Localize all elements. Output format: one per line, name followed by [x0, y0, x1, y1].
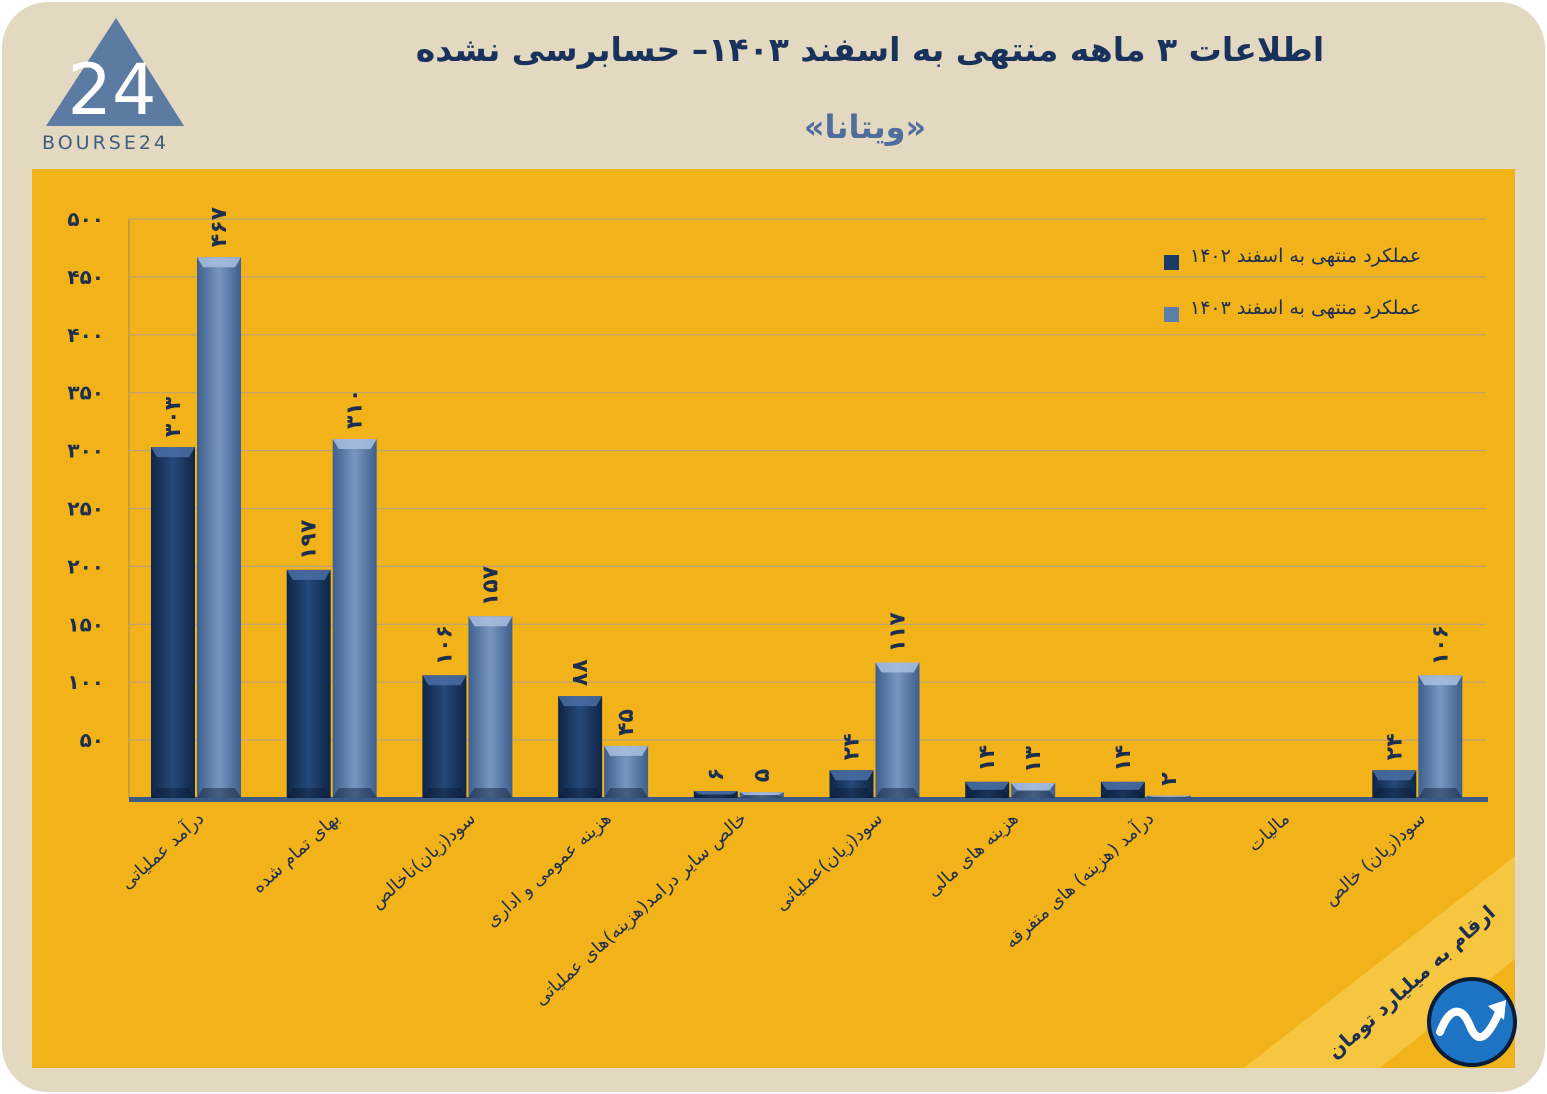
bar-1402-bevel: [558, 696, 603, 707]
bar-1403: [197, 257, 241, 798]
y-tick-label: ۲۵۰: [67, 497, 104, 521]
bar-1403-shadow: [468, 788, 513, 798]
data-label-1403: ۴۵: [614, 709, 639, 736]
bar-1402-shadow: [151, 788, 195, 798]
data-label-1403: ۳۱۰: [343, 389, 368, 429]
bar-1403: [1418, 675, 1463, 798]
data-label-1402: ۶: [704, 768, 729, 781]
bar-1403-shadow: [875, 788, 920, 798]
bar-1403-bevel: [739, 792, 784, 796]
data-label-1402: ۲۴: [1382, 733, 1407, 760]
bar-1403-bevel: [1146, 795, 1191, 797]
bar-1403-shadow: [1011, 790, 1056, 798]
bar-1402-shadow: [693, 794, 738, 798]
bar-1402-shadow: [422, 788, 467, 798]
legend-1403-label: عملکرد منتهی به اسفند ۱۴۰۳: [1190, 297, 1422, 319]
data-label-1402: ۱۹۷: [297, 519, 322, 560]
bar-1402: [286, 569, 331, 798]
bar-1402-bevel: [1100, 781, 1145, 790]
bar-1402: [558, 696, 603, 798]
bar-1403-shadow: [604, 788, 649, 798]
bar-1402-shadow: [558, 788, 603, 798]
legend-1403: عملکرد منتهی به اسفند ۱۴۰۳: [1164, 297, 1422, 322]
logo-mark: 24: [67, 49, 156, 131]
bar-1402-bevel: [286, 569, 331, 580]
bar-1403: [875, 662, 920, 798]
y-tick-label: ۲۰۰: [67, 554, 104, 578]
legend-1402-swatch: [1164, 255, 1179, 270]
data-label-1402: ۱۴: [975, 745, 1000, 772]
data-label-1403: ۱۰۶: [1428, 625, 1453, 665]
bar-1403-bevel: [1418, 675, 1463, 686]
bar-1403: [1146, 795, 1191, 798]
data-label-1402: ۲۴: [840, 733, 865, 760]
bar-1402-bevel: [965, 781, 1010, 790]
data-label-1402: ۱۴: [1111, 745, 1136, 772]
bar-1402-shadow: [829, 788, 874, 798]
y-tick-label: ۵۰۰: [67, 207, 104, 231]
data-label-1403: ۱۱۷: [886, 612, 911, 653]
data-label-1402: ۳۰۳: [161, 396, 186, 437]
logo-text: BOURSE24: [42, 132, 170, 154]
data-label-1402: ۸۸: [568, 659, 593, 686]
bar-1402-bevel: [1372, 770, 1417, 781]
y-tick-label: ۵۰: [80, 728, 104, 752]
bourse24-logo: 24: [46, 18, 184, 131]
y-tick-label: ۴۵۰: [67, 265, 104, 289]
bar-1402: [151, 447, 195, 798]
bar-1403: [332, 439, 377, 798]
legend-1402: عملکرد منتهی به اسفند ۱۴۰۲: [1164, 245, 1422, 270]
bar-1402-bevel: [422, 675, 467, 686]
data-label-1403: ۴۶۷: [207, 206, 232, 247]
bar-1402-shadow: [286, 788, 331, 798]
bar-1402-shadow: [1372, 788, 1417, 798]
bar-1403-bevel: [468, 616, 513, 627]
legend-1403-swatch: [1164, 307, 1179, 322]
bar-1403-shadow: [197, 788, 241, 798]
bar-1403-shadow: [1418, 788, 1463, 798]
y-tick-label: ۳۰۰: [67, 439, 104, 463]
company-name: «ویتانا»: [803, 108, 927, 146]
bar-1402-bevel: [829, 770, 874, 781]
y-tick-label: ۴۰۰: [67, 323, 104, 347]
bar-1403-bevel: [1011, 782, 1056, 791]
bar-1402-bevel: [151, 447, 195, 458]
y-tick-label: ۳۵۰: [67, 381, 104, 405]
bar-1402: [422, 675, 467, 798]
bar-1402-shadow: [965, 789, 1010, 798]
x-axis-baseline: [129, 797, 1488, 802]
data-label-1403: ۲: [1157, 772, 1182, 786]
data-label-1403: ۵: [750, 769, 775, 782]
data-label-1403: ۱۳: [1021, 746, 1046, 773]
corner-stripe: [1244, 856, 1515, 1068]
bar-1402-bevel: [693, 791, 738, 795]
bar-1403-bevel: [875, 662, 920, 673]
bar-1403-shadow: [1146, 796, 1191, 798]
bar-1403-shadow: [739, 795, 784, 798]
bar-1402-shadow: [1100, 789, 1145, 798]
page-title: اطلاعات ۳ ماهه منتهی به اسفند ۱۴۰۳– حساب…: [415, 30, 1325, 69]
chart-panel: ۵۰ ۱۰۰ ۱۵۰ ۲۰۰ ۲۵۰ ۳۰۰ ۳۵۰ ۴۰۰ ۴۵۰ ۵۰۰ ۳۰۳ ۴۶۷ درآمد…: [32, 169, 1515, 1068]
bar-1403-bevel: [197, 257, 241, 268]
bar-1403-bevel: [332, 439, 377, 450]
bar-1403-shadow: [332, 788, 377, 798]
data-label-1402: ۱۰۶: [432, 625, 457, 665]
bar-chart: ۵۰۱۰۰۱۵۰۲۰۰۲۵۰۳۰۰۳۵۰۴۰۰۴۵۰۵۰۰۳۰۳۴۶۷درآمد…: [67, 206, 1488, 1010]
y-tick-label: ۱۰۰: [67, 670, 104, 694]
legend-1402-label: عملکرد منتهی به اسفند ۱۴۰۲: [1190, 245, 1422, 267]
bar-1403-bevel: [604, 745, 649, 756]
data-label-1403: ۱۵۷: [478, 565, 503, 606]
bar-1403: [468, 616, 513, 798]
trend-icon: [1427, 977, 1517, 1067]
y-tick-label: ۱۵۰: [67, 612, 104, 636]
